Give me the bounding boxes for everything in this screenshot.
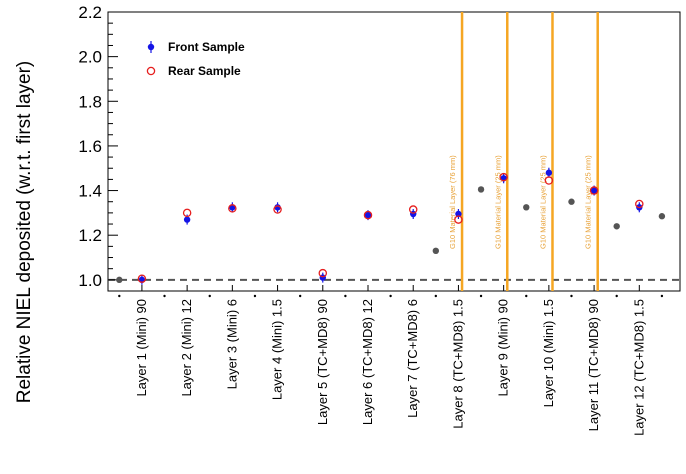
x-tick-label: Layer 3 (Mini) 6	[224, 299, 239, 389]
data-points	[116, 167, 666, 285]
rear-sample-point	[635, 199, 644, 209]
x-tick-label: Layer 12 (TC+MD8) 1.5	[631, 299, 646, 436]
x-minor-tick	[479, 294, 483, 298]
x-tick-label: Layer 5 (TC+MD8) 90	[315, 299, 330, 425]
material-layer-lines: G10 Material Layer (76 mm) G10 Material L…	[448, 12, 599, 291]
x-axis: Layer 1 (Mini) 90 Layer 2 (Mini) 12 Layer …	[118, 285, 664, 436]
y-axis-title: Relative NIEL deposited (w.r.t. first la…	[14, 61, 35, 403]
rear-sample-point	[318, 268, 328, 278]
front-sample-point	[455, 210, 462, 218]
x-tick-label: Layer 7 (TC+MD8) 6	[405, 299, 420, 418]
x-tick-label: Layer 1 (Mini) 90	[134, 299, 149, 397]
x-tick-label: Layer 6 (TC+MD8) 12	[360, 299, 375, 425]
legend-label: Front Sample	[168, 40, 245, 54]
legend-label: Rear Sample	[168, 64, 241, 78]
legend-marker-front	[147, 43, 155, 51]
x-tick-label: Layer 9 (Mini) 90	[496, 299, 511, 397]
x-minor-tick	[208, 294, 211, 298]
x-minor-tick	[253, 294, 257, 298]
rear-sample-point	[273, 205, 282, 214]
reference-point	[568, 198, 575, 205]
rear-sample-point	[544, 176, 554, 185]
x-minor-tick	[118, 294, 121, 298]
x-minor-tick	[298, 294, 302, 298]
rear-sample-point	[499, 172, 508, 182]
reference-point	[523, 204, 530, 211]
y-tick-label: 1.4	[78, 182, 102, 201]
x-tick-label: Layer 8 (TC+MD8) 1.5	[450, 299, 465, 429]
front-sample-point	[183, 216, 191, 223]
y-tick-label: 1.2	[78, 226, 102, 245]
x-minor-tick	[570, 294, 573, 298]
x-tick-label: Layer 4 (Mini) 1.5	[270, 299, 285, 400]
y-tick-label: 2.2	[78, 3, 102, 22]
rear-sample-point	[454, 215, 463, 224]
x-tick-label: Layer 10 (Mini) 1.5	[541, 299, 556, 407]
plot-frame	[107, 11, 681, 292]
x-minor-tick	[434, 294, 438, 298]
x-minor-tick	[389, 294, 392, 298]
legend: Front Sample Rear Sample	[146, 40, 245, 78]
y-axis: 1.0 1.2 1.4 1.6 1.8 2.0 2.2	[78, 3, 118, 292]
front-sample-point	[545, 169, 553, 176]
rear-sample-point	[408, 205, 418, 214]
rear-sample-point	[589, 186, 599, 195]
y-tick-label: 2.0	[78, 48, 102, 67]
reference-point	[116, 276, 123, 284]
x-minor-tick	[525, 294, 528, 298]
x-tick-label: Layer 2 (Mini) 12	[179, 299, 194, 397]
front-sample-point	[364, 211, 372, 219]
x-minor-tick	[344, 294, 347, 298]
front-sample-point	[590, 187, 598, 194]
reference-point	[613, 223, 620, 230]
legend-marker-rear	[146, 66, 156, 76]
reference-point	[477, 186, 485, 193]
plot-border	[107, 11, 681, 292]
rear-sample-point	[137, 274, 147, 283]
material-line-label: G10 Material Layer (25 mm)	[538, 155, 547, 249]
rear-sample-point	[363, 210, 373, 220]
reference-point	[658, 213, 666, 220]
rear-sample-point	[182, 208, 192, 218]
y-tick-label: 1.6	[78, 137, 102, 156]
x-minor-tick	[615, 294, 618, 298]
y-tick-label: 1.8	[78, 92, 102, 111]
y-tick-label: 1.0	[78, 271, 102, 290]
x-tick-label: Layer 11 (TC+MD8) 90	[586, 299, 601, 431]
material-line-label: G10 Material Layer (25 mm)	[493, 155, 502, 249]
material-line-label: G10 Material Layer (76 mm)	[448, 155, 457, 249]
material-line-label: G10 Material Layer (25 mm)	[584, 155, 593, 249]
x-minor-tick	[163, 294, 166, 298]
rear-sample-point	[228, 204, 237, 213]
x-minor-tick	[660, 294, 664, 298]
reference-point	[432, 247, 440, 255]
